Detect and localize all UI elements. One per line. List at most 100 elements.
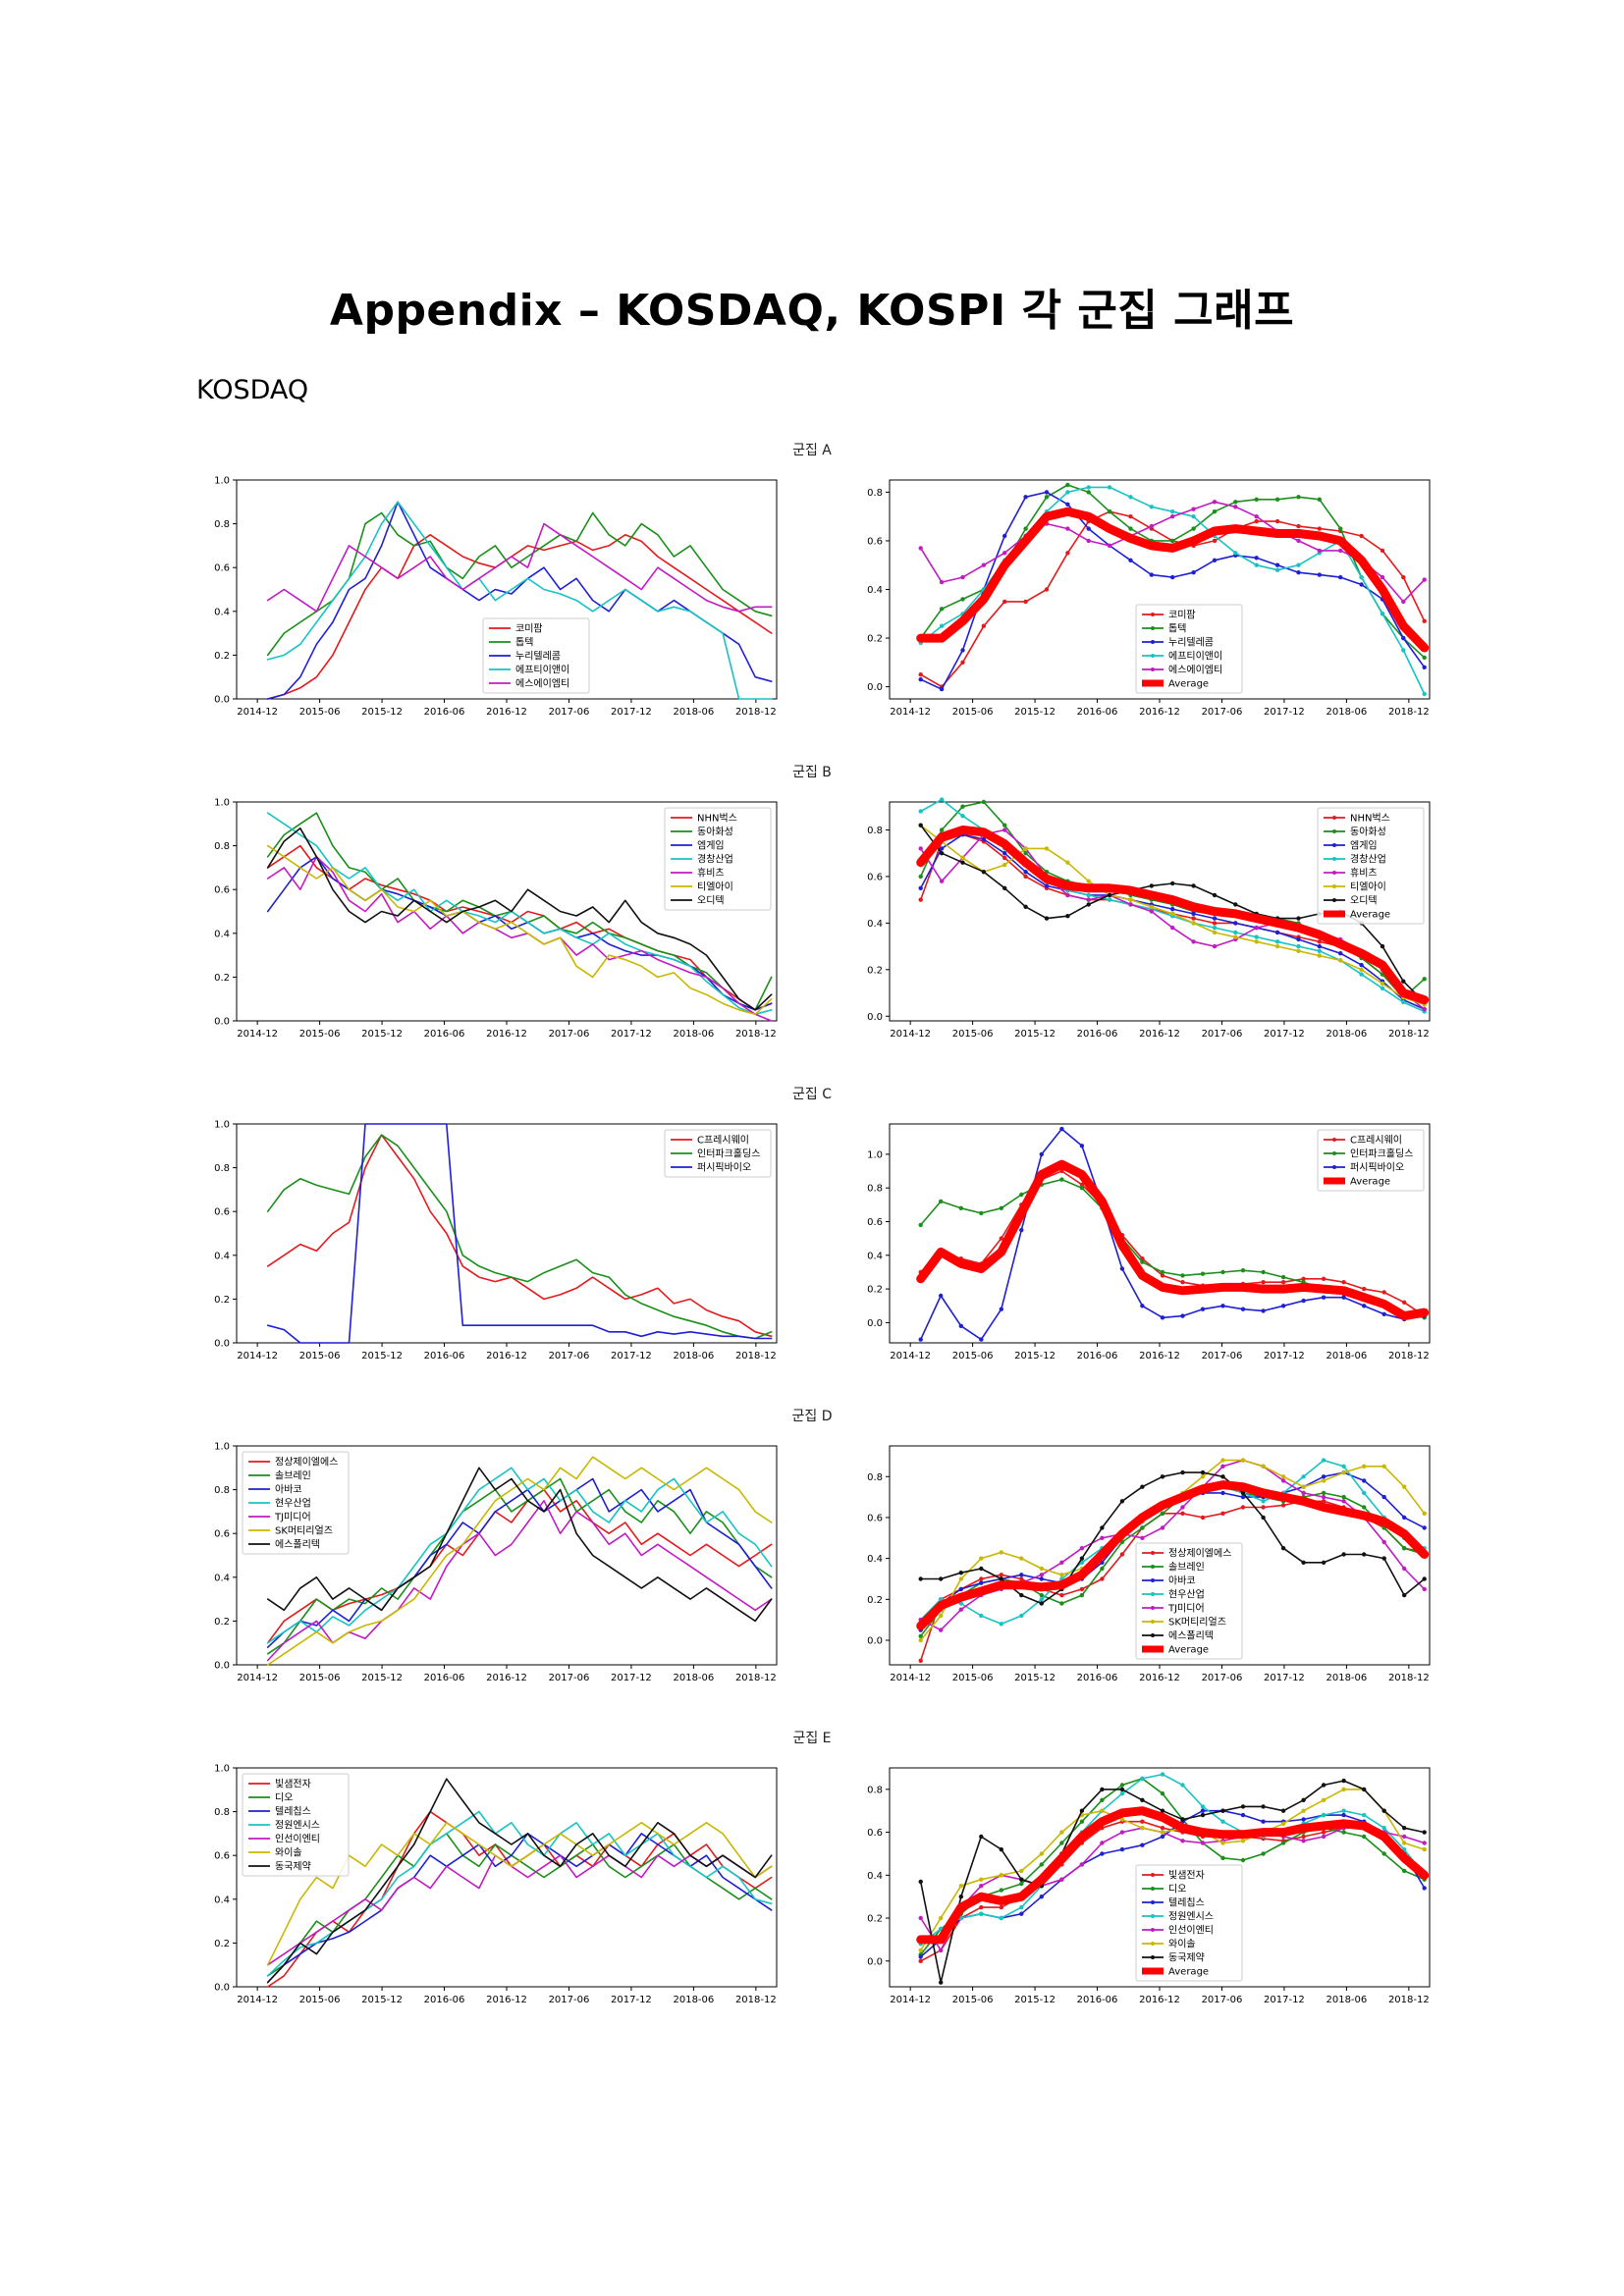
x-tick-label: 2014-12 <box>237 1673 278 1683</box>
data-point <box>1402 1826 1407 1831</box>
data-point <box>1059 1168 1064 1174</box>
legend-label: 에프티이앤이 <box>515 665 569 676</box>
data-point <box>1254 514 1259 519</box>
data-point <box>1170 881 1175 886</box>
data-point <box>1212 509 1218 514</box>
data-point <box>1100 1576 1105 1581</box>
data-point <box>1160 1834 1165 1840</box>
y-tick-label: 0.2 <box>214 973 230 984</box>
legend-label: Average <box>1350 910 1390 921</box>
data-point <box>939 1628 944 1632</box>
data-point <box>1422 977 1427 982</box>
data-point <box>1100 1566 1105 1572</box>
x-tick-label: 2017-12 <box>611 1995 652 2005</box>
series-line-s-5 <box>919 1789 1426 1951</box>
y-tick-label: 0.4 <box>214 1895 230 1905</box>
series-line-s-3 <box>266 812 773 1016</box>
data-point <box>1140 1797 1145 1802</box>
series-line-s-5 <box>266 844 773 1016</box>
data-point <box>1401 574 1406 580</box>
data-point <box>1301 1839 1306 1843</box>
data-point <box>1220 1819 1225 1824</box>
data-point <box>1019 1877 1024 1882</box>
data-point <box>939 851 945 856</box>
data-point <box>1065 482 1070 488</box>
data-point <box>1321 1560 1326 1565</box>
legend-marker <box>1332 857 1336 861</box>
y-tick-label: 0.6 <box>214 563 230 574</box>
data-point <box>939 797 945 802</box>
legend-label: 경창산업 <box>697 853 733 866</box>
data-point <box>999 1307 1003 1311</box>
data-point <box>1274 939 1280 944</box>
data-point <box>1170 574 1175 580</box>
data-point <box>1002 551 1007 556</box>
data-point <box>958 1586 963 1592</box>
x-tick-label: 2016-12 <box>486 1995 527 2005</box>
x-tick-label: 2018-06 <box>1326 1351 1367 1362</box>
data-point <box>1338 526 1343 531</box>
data-point <box>999 1873 1003 1878</box>
data-point <box>918 1879 923 1885</box>
legend-label: 텔레칩스 <box>275 1806 311 1818</box>
legend-label: 오디텍 <box>697 895 725 907</box>
data-point <box>1240 1268 1246 1273</box>
x-tick-label: 2016-06 <box>1077 707 1118 718</box>
data-point <box>918 809 923 814</box>
data-point <box>1059 1877 1064 1882</box>
y-tick-label: 0.8 <box>867 488 883 499</box>
legend-label: 톱텍 <box>1168 623 1186 635</box>
data-point <box>1100 1841 1105 1845</box>
series-line-tj-4 <box>266 1500 773 1662</box>
data-point <box>1220 1511 1225 1516</box>
cluster-caption-e: 군집 E <box>792 1731 832 1746</box>
data-point <box>939 1915 944 1921</box>
data-point <box>1200 1474 1206 1479</box>
series-line-s-1 <box>266 1477 773 1655</box>
data-point <box>1212 558 1218 562</box>
data-point <box>1220 1841 1225 1845</box>
x-tick-label: 2015-06 <box>952 707 994 718</box>
y-tick-label: 0.4 <box>214 1251 230 1261</box>
legend-label: 티엘아이 <box>697 881 733 893</box>
data-point <box>1240 1307 1246 1311</box>
data-point <box>1100 1851 1105 1856</box>
y-tick-label: 0.0 <box>867 1318 883 1329</box>
data-point <box>939 879 945 883</box>
data-point <box>939 828 945 832</box>
data-point <box>1140 1484 1145 1489</box>
series-line-s-4 <box>266 1854 773 1966</box>
data-point <box>1321 1295 1326 1300</box>
data-point <box>1301 1484 1306 1489</box>
data-point <box>999 1550 1003 1555</box>
data-point <box>1200 1808 1206 1813</box>
data-point <box>1044 916 1050 921</box>
data-point <box>1140 1776 1145 1782</box>
data-point <box>1380 574 1385 580</box>
data-point <box>1023 851 1028 856</box>
data-point <box>1160 1273 1165 1278</box>
x-tick-label: 2017-12 <box>1264 1673 1305 1683</box>
y-tick-label: 0.8 <box>214 1807 230 1818</box>
y-tick-label: 0.0 <box>867 1012 883 1023</box>
x-tick-label: 2014-12 <box>890 1995 931 2005</box>
data-point <box>918 897 923 902</box>
data-point <box>1119 1830 1125 1835</box>
data-point <box>1254 925 1259 931</box>
data-point <box>1233 921 1238 926</box>
data-point <box>918 1958 923 1963</box>
data-point <box>1280 1478 1286 1483</box>
legend-marker <box>1332 1165 1336 1169</box>
legend-label: 휴비츠 <box>1350 868 1378 880</box>
data-point <box>1160 1808 1165 1813</box>
legend-label: 에스에이엠티 <box>515 678 569 690</box>
data-point <box>1119 1846 1125 1852</box>
data-point <box>1317 572 1322 577</box>
data-point <box>1296 936 1301 942</box>
data-point <box>1086 485 1091 490</box>
y-tick-label: 0.0 <box>214 1339 230 1350</box>
data-point <box>1065 490 1070 495</box>
